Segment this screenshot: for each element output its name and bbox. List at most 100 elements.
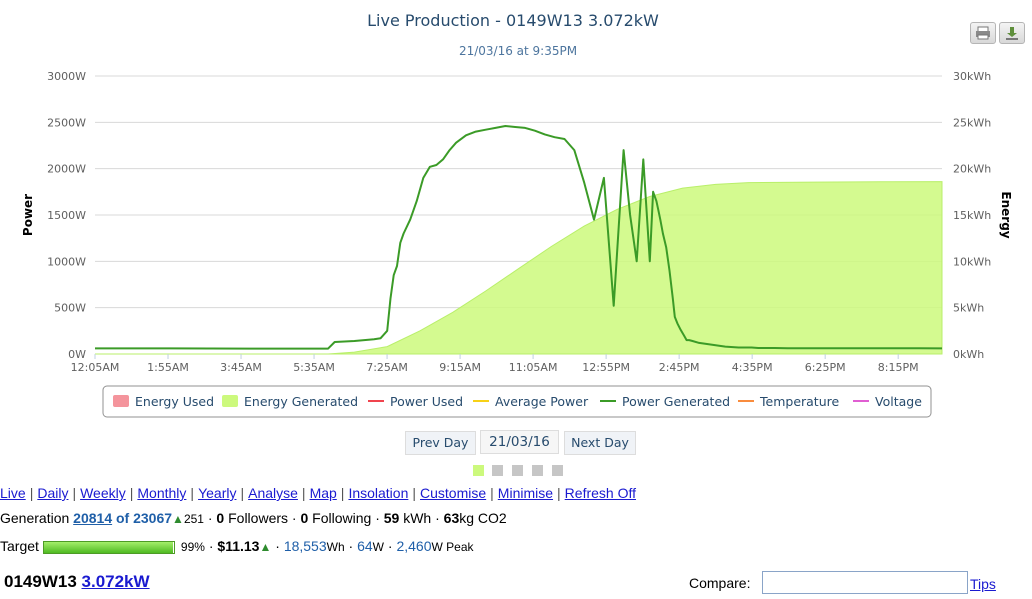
y-left-tick-label: 2500W <box>47 116 86 129</box>
x-axis: 12:05AM 1:55AM 3:45AM 5:35AM 7:25AM 9:15AM 11:… <box>71 354 919 374</box>
download-icon <box>1006 27 1018 40</box>
target-stats: Target 99% · $11.13▲ · 18,553Wh · 64W · 2… <box>0 538 474 554</box>
y-right-tick-label: 15kWh <box>953 209 991 222</box>
y-left-tick-label: 0W <box>68 348 86 361</box>
x-tick-label: 8:15PM <box>878 361 919 374</box>
menu-weekly[interactable]: Weekly <box>80 485 126 501</box>
x-tick-label: 12:05AM <box>71 361 120 374</box>
dot-separator: · <box>435 510 440 526</box>
legend-label: Power Used <box>390 394 463 409</box>
following-label: Following <box>312 510 372 526</box>
print-button[interactable] <box>970 22 996 44</box>
x-tick-label: 2:45PM <box>659 361 700 374</box>
live-production-chart: Live Production - 0149W13 3.072kW 21/03/… <box>21 11 1013 418</box>
date-display: 21/03/16 <box>480 430 559 454</box>
dot-separator: · <box>387 538 393 554</box>
y-right-tick-label: 20kWh <box>953 163 991 176</box>
x-tick-label: 3:45AM <box>220 361 262 374</box>
y-left-tick-label: 2000W <box>47 163 86 176</box>
y-axis-right-title: Energy <box>999 191 1013 238</box>
y-left-tick-label: 3000W <box>47 70 86 83</box>
tips-link[interactable]: Tips <box>970 576 996 592</box>
legend-label: Energy Generated <box>244 394 358 409</box>
generation-rank-link[interactable]: 20814 <box>73 510 113 526</box>
export-button[interactable] <box>999 22 1025 44</box>
page-dot-3[interactable] <box>512 465 523 476</box>
y-axis-left: 0W 500W 1000W 1500W 2000W 2500W 3000W <box>47 70 86 361</box>
menu-separator: | <box>29 485 34 501</box>
x-tick-label: 4:35PM <box>732 361 773 374</box>
page-dot-2[interactable] <box>492 465 503 476</box>
system-size-link[interactable]: 3.072kW <box>81 572 150 591</box>
menu-customise[interactable]: Customise <box>420 485 487 501</box>
wh-unit: Wh <box>326 540 345 554</box>
y-left-tick-label: 500W <box>54 302 86 315</box>
generation-label: Generation <box>0 510 70 526</box>
menu-separator: | <box>129 485 134 501</box>
dot-separator: · <box>275 538 280 554</box>
y-axis-right: 0kWh 5kWh 10kWh 15kWh 20kWh 25kWh 30kWh <box>953 70 991 361</box>
compare-input[interactable] <box>762 571 968 594</box>
legend: Energy Used Energy Generated Power Used Ave… <box>113 394 922 409</box>
system-name: 0149W13 <box>4 572 77 591</box>
target-percent: 99% <box>180 540 205 554</box>
menu-separator: | <box>190 485 195 501</box>
line-series <box>95 125 943 350</box>
y-right-tick-label: 25kWh <box>953 116 991 129</box>
menu-map[interactable]: Map <box>309 485 337 501</box>
menu-separator: | <box>301 485 306 501</box>
menu-insolation[interactable]: Insolation <box>348 485 409 501</box>
x-tick-label: 12:55PM <box>582 361 630 374</box>
power-generated-line <box>95 125 943 350</box>
menu-live[interactable]: Live <box>0 485 26 501</box>
x-tick-label: 9:15AM <box>439 361 481 374</box>
wh-value: 18,553 <box>283 538 327 554</box>
view-menu: Live | Daily | Weekly | Monthly | Yearly | Analyse… <box>0 485 636 501</box>
y-right-tick-label: 0kWh <box>953 348 984 361</box>
y-left-tick-label: 1500W <box>47 209 86 222</box>
dot-separator: · <box>207 510 213 526</box>
target-progress-fill <box>43 541 173 553</box>
co2-value: 63 <box>443 510 460 526</box>
x-tick-label: 11:05AM <box>509 361 558 374</box>
followers-label: Followers <box>228 510 289 526</box>
legend-label: Power Generated <box>622 394 730 409</box>
page-dot-4[interactable] <box>532 465 543 476</box>
menu-separator: | <box>490 485 494 501</box>
menu-daily[interactable]: Daily <box>37 485 69 501</box>
grid-lines <box>95 75 942 355</box>
legend-swatch <box>113 395 129 407</box>
legend-label: Average Power <box>495 394 589 409</box>
menu-refresh-off[interactable]: Refresh Off <box>564 485 636 501</box>
prev-day-button[interactable]: Prev Day <box>405 431 476 455</box>
peak-unit: W Peak <box>431 540 474 554</box>
energy-generated-area <box>95 181 943 355</box>
dot-separator: · <box>375 510 380 526</box>
area-series <box>95 181 943 355</box>
money-up-icon: ▲ <box>259 540 272 554</box>
rank-up-icon: ▲ <box>172 512 184 526</box>
legend-label: Voltage <box>875 394 922 409</box>
menu-separator: | <box>340 485 345 501</box>
printer-icon <box>976 26 990 40</box>
dot-separator: · <box>291 510 297 526</box>
followers-count: 0 <box>216 510 225 526</box>
legend-swatch <box>222 395 238 407</box>
menu-analyse[interactable]: Analyse <box>248 485 298 501</box>
menu-monthly[interactable]: Monthly <box>137 485 187 501</box>
page-dot-1[interactable] <box>473 465 484 476</box>
page-dot-5[interactable] <box>552 465 563 476</box>
x-tick-label: 7:25AM <box>366 361 408 374</box>
next-day-button[interactable]: Next Day <box>564 431 636 455</box>
y-right-tick-label: 30kWh <box>953 70 991 83</box>
chart-subtitle: 21/03/16 at 9:35PM <box>459 44 577 58</box>
co2-unit: kg CO2 <box>459 510 507 526</box>
rank-change: 251 <box>183 512 204 526</box>
generation-total: of 23067 <box>116 510 173 526</box>
x-tick-label: 5:35AM <box>293 361 335 374</box>
kwh-value: 59 <box>383 510 400 526</box>
menu-yearly[interactable]: Yearly <box>198 485 237 501</box>
menu-minimise[interactable]: Minimise <box>497 485 554 501</box>
menu-separator: | <box>72 485 77 501</box>
following-count: 0 <box>300 510 309 526</box>
